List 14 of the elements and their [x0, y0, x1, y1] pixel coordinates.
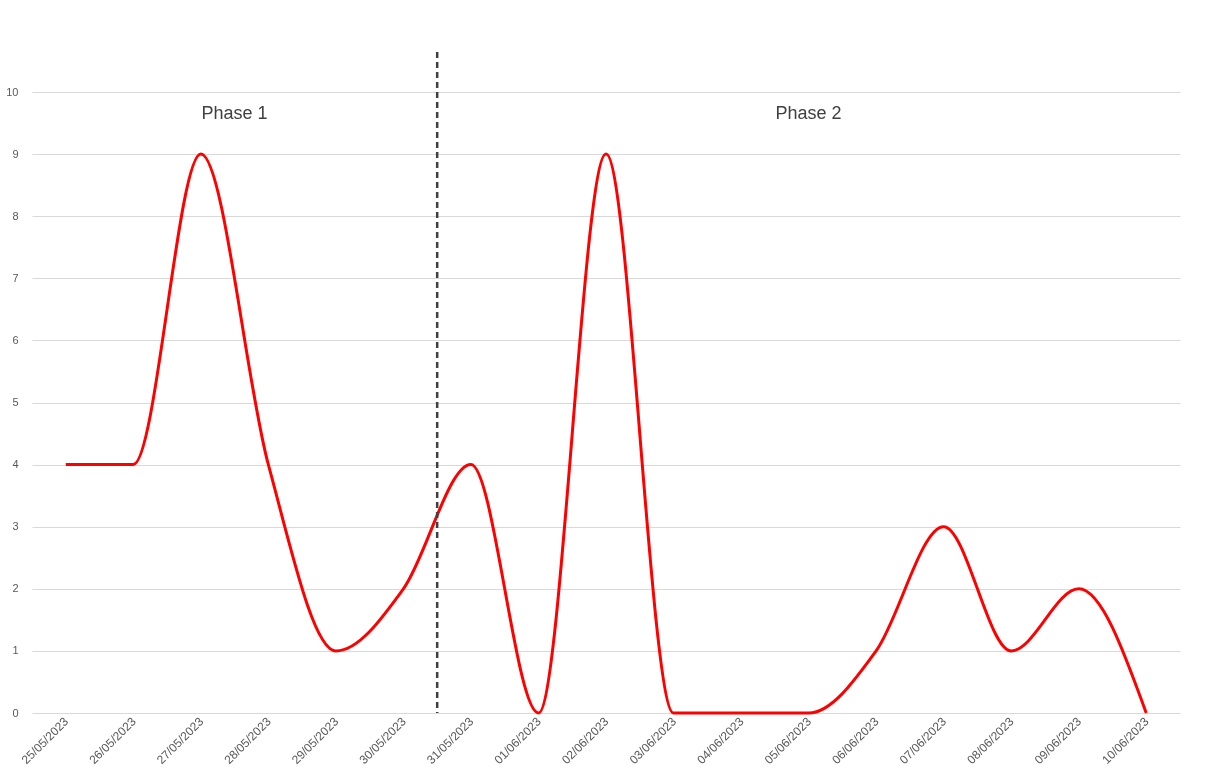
y-tick-label: 9 — [12, 147, 19, 160]
annotation: Phase 1 — [201, 103, 268, 123]
y-tick-label: 10 — [6, 85, 19, 98]
y-tick-label: 2 — [12, 582, 19, 595]
y-tick-label: 0 — [12, 706, 19, 719]
y-tick-label: 7 — [12, 271, 19, 284]
y-tick-label: 4 — [12, 458, 19, 471]
y-tick-label: 1 — [12, 644, 19, 657]
line-series — [64, 152, 1148, 715]
y-tick-label: 3 — [12, 520, 19, 533]
y-tick-label: 5 — [12, 396, 19, 408]
y-tick-label: 8 — [12, 209, 19, 222]
y-tick-label: 6 — [12, 333, 19, 346]
annotation: Phase 2 — [775, 103, 842, 123]
